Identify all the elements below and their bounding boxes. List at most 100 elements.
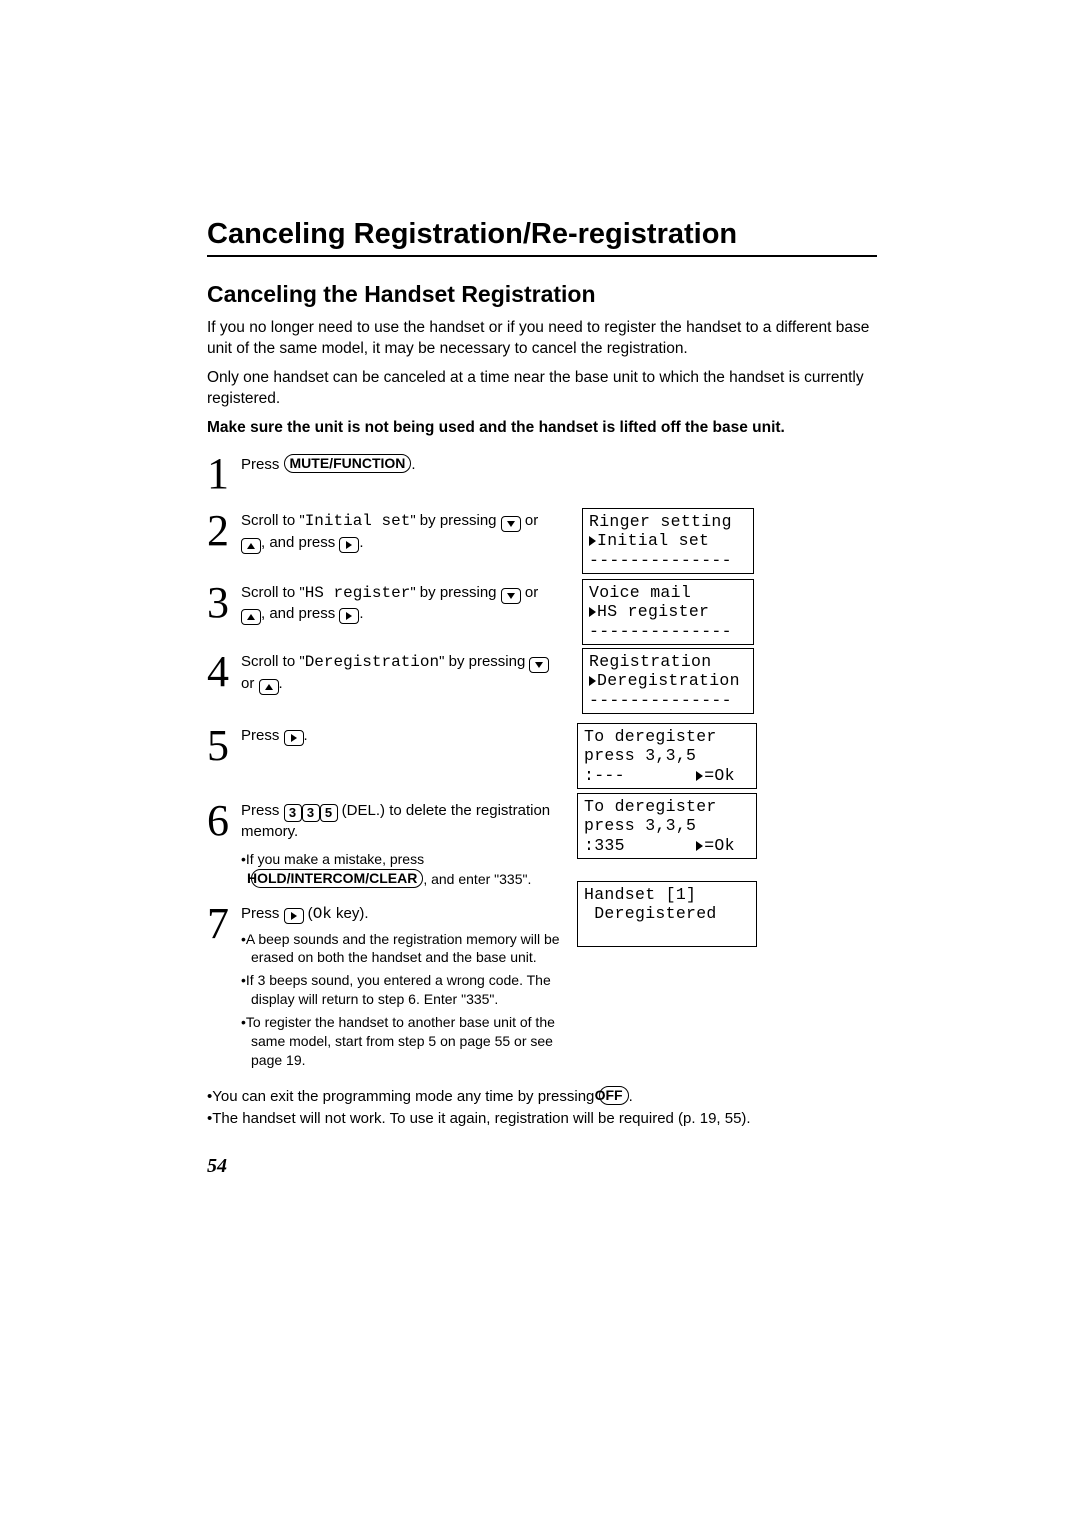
step-5: 5 Press . bbox=[207, 725, 877, 764]
up-arrow-icon bbox=[241, 609, 261, 625]
off-key: OFF bbox=[599, 1086, 629, 1105]
lcd-step-6: To deregister press 3,3,5 :335 =Ok bbox=[577, 793, 757, 859]
s3-mid1: " by pressing bbox=[410, 584, 500, 601]
s4-mid2: or bbox=[241, 675, 259, 692]
right-arrow-icon bbox=[339, 537, 359, 553]
lcd-step-5: To deregister press 3,3,5 :--- =Ok bbox=[577, 723, 757, 789]
lcd7-l2: Deregistered bbox=[584, 904, 717, 923]
s2-mono: Initial set bbox=[305, 512, 411, 530]
lcd-ok-icon bbox=[696, 771, 703, 781]
lcd7-l3 bbox=[584, 924, 594, 943]
intro-text-1: If you no longer need to use the handset… bbox=[207, 318, 877, 360]
step-number-7: 7 bbox=[207, 905, 241, 942]
s7-after: ( bbox=[304, 905, 313, 922]
page-title: Canceling Registration/Re-registration bbox=[207, 218, 877, 257]
s7-pre: Press bbox=[241, 905, 284, 922]
lcd4-l1: Registration bbox=[589, 652, 711, 671]
step-1-text-b: . bbox=[411, 456, 415, 473]
lcd7-l1: Handset [1] bbox=[584, 885, 696, 904]
step-number-2: 2 bbox=[207, 512, 241, 549]
lcd3-l3: -------------- bbox=[589, 622, 732, 641]
lcd-cursor-icon bbox=[589, 536, 596, 546]
lcd5-l2: press 3,3,5 bbox=[584, 746, 696, 765]
hold-intercom-clear-key: HOLD/INTERCOM/CLEAR bbox=[251, 869, 423, 888]
footer-n1-pre: •You can exit the programming mode any t… bbox=[207, 1088, 599, 1105]
step-number-5: 5 bbox=[207, 727, 241, 764]
step-number-4: 4 bbox=[207, 653, 241, 690]
precondition-note: Make sure the unit is not being used and… bbox=[207, 418, 877, 439]
step-6: 6 Press 335 (DEL.) to delete the registr… bbox=[207, 800, 877, 889]
lcd-step-7: Handset [1] Deregistered bbox=[577, 881, 757, 947]
lcd4-l2: Deregistration bbox=[597, 671, 740, 690]
step-1: 1 Press MUTE/FUNCTION. bbox=[207, 453, 877, 492]
s6-pre: Press bbox=[241, 802, 284, 819]
lcd3-l2: HS register bbox=[597, 602, 709, 621]
lcd5-l3b: =Ok bbox=[704, 766, 735, 785]
intro-text-2: Only one handset can be canceled at a ti… bbox=[207, 368, 877, 410]
step-2: 2 Scroll to "Initial set" by pressing or… bbox=[207, 510, 877, 554]
lcd6-l1: To deregister bbox=[584, 797, 717, 816]
mute-function-key: MUTE/FUNCTION bbox=[284, 454, 412, 473]
key-3: 3 bbox=[302, 804, 320, 822]
footer-n2: •The handset will not work. To use it ag… bbox=[207, 1109, 877, 1129]
s2-pre: Scroll to " bbox=[241, 512, 305, 529]
s3-end: . bbox=[359, 605, 363, 622]
lcd6-l3a: :335 bbox=[584, 836, 696, 855]
down-arrow-icon bbox=[529, 657, 549, 673]
footer-notes: •You can exit the programming mode any t… bbox=[207, 1086, 877, 1130]
s2-mid3: , and press bbox=[261, 534, 339, 551]
s3-mono: HS register bbox=[305, 584, 411, 602]
s3-pre: Scroll to " bbox=[241, 584, 305, 601]
s5-pre: Press bbox=[241, 727, 284, 744]
key-3: 3 bbox=[284, 804, 302, 822]
s6-bullet-pre: •If you make a mistake, press bbox=[241, 851, 424, 867]
lcd-step-2: Ringer setting Initial set -------------… bbox=[582, 508, 754, 574]
step-4: 4 Scroll to "Deregistration" by pressing… bbox=[207, 651, 877, 695]
lcd-cursor-icon bbox=[589, 676, 596, 686]
s7-after2: key). bbox=[332, 905, 369, 922]
step-number-3: 3 bbox=[207, 584, 241, 621]
up-arrow-icon bbox=[259, 679, 279, 695]
lcd6-l2: press 3,3,5 bbox=[584, 816, 696, 835]
down-arrow-icon bbox=[501, 588, 521, 604]
s7-ok: Ok bbox=[313, 905, 332, 923]
s4-mono: Deregistration bbox=[305, 653, 439, 671]
lcd-step-3: Voice mail HS register -------------- bbox=[582, 579, 754, 645]
s3-mid2: or bbox=[521, 584, 539, 601]
step-number-1: 1 bbox=[207, 455, 241, 492]
right-arrow-icon bbox=[339, 608, 359, 624]
s4-mid1: " by pressing bbox=[439, 653, 529, 670]
page-number: 54 bbox=[207, 1155, 877, 1178]
lcd6-l3b: =Ok bbox=[704, 836, 735, 855]
down-arrow-icon bbox=[501, 516, 521, 532]
lcd5-l1: To deregister bbox=[584, 727, 717, 746]
lcd2-l2: Initial set bbox=[597, 531, 709, 550]
lcd-step-4: Registration Deregistration ------------… bbox=[582, 648, 754, 714]
step-number-6: 6 bbox=[207, 802, 241, 839]
s6-bullet-post: , and enter "335". bbox=[423, 871, 531, 887]
s7-bullet-3: •To register the handset to another base… bbox=[241, 1013, 561, 1070]
right-arrow-icon bbox=[284, 730, 304, 746]
lcd2-l1: Ringer setting bbox=[589, 512, 732, 531]
s7-bullet-1: •A beep sounds and the registration memo… bbox=[241, 930, 561, 968]
s3-mid3: , and press bbox=[261, 605, 339, 622]
s2-end: . bbox=[359, 534, 363, 551]
key-5: 5 bbox=[320, 804, 338, 822]
footer-n1-post: . bbox=[629, 1088, 633, 1105]
lcd3-l1: Voice mail bbox=[589, 583, 691, 602]
right-arrow-icon bbox=[284, 908, 304, 924]
section-title: Canceling the Handset Registration bbox=[207, 281, 877, 308]
step-7: 7 Press (Ok key). •A beep sounds and the… bbox=[207, 903, 877, 1070]
step-1-text-a: Press bbox=[241, 456, 284, 473]
steps-container: 1 Press MUTE/FUNCTION. 2 Scroll to "Init… bbox=[207, 453, 877, 1070]
s4-pre: Scroll to " bbox=[241, 653, 305, 670]
s2-mid1: " by pressing bbox=[410, 512, 500, 529]
lcd5-l3a: :--- bbox=[584, 766, 696, 785]
s2-mid2: or bbox=[521, 512, 539, 529]
s7-bullet-2: •If 3 beeps sound, you entered a wrong c… bbox=[241, 971, 561, 1009]
lcd-cursor-icon bbox=[589, 607, 596, 617]
lcd2-l3: -------------- bbox=[589, 551, 732, 570]
lcd4-l3: -------------- bbox=[589, 691, 732, 710]
s5-end: . bbox=[304, 727, 308, 744]
up-arrow-icon bbox=[241, 538, 261, 554]
